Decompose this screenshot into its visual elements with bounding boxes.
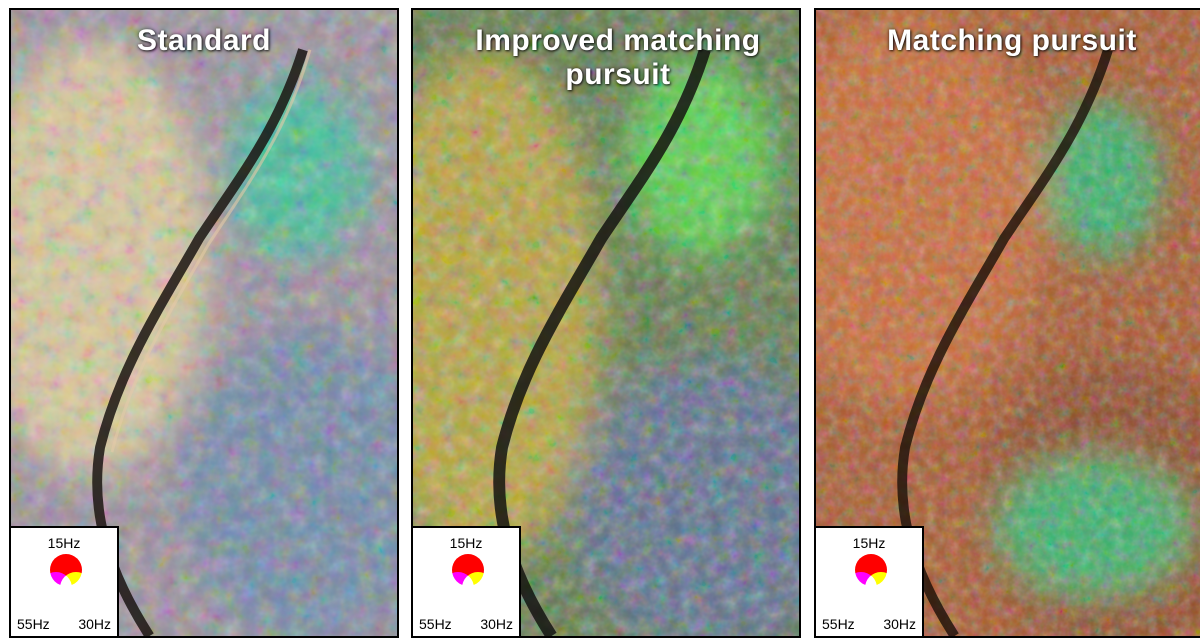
panel-standard: Standard 15Hz 55Hz 30Hz: [9, 8, 399, 638]
legend-label-30hz: 30Hz: [480, 616, 513, 632]
rgb-blend-icon: [442, 554, 494, 604]
panel-title: Improved matching pursuit: [475, 24, 761, 91]
legend-label-15hz: 15Hz: [852, 535, 886, 551]
seismic-attribute-image: [11, 10, 397, 636]
panel-matching-pursuit: Matching pursuit 15Hz 55Hz 30Hz: [814, 8, 1200, 638]
rgb-blend-icon: [845, 554, 897, 604]
panel-improved-matching-pursuit: Improved matching pursuit 15Hz 55Hz 30Hz: [411, 8, 801, 638]
panel-title: Matching pursuit: [887, 24, 1137, 57]
seismic-attribute-image: [413, 10, 799, 636]
legend-label-55hz: 55Hz: [822, 616, 855, 632]
panel-title: Standard: [136, 24, 272, 57]
legend-label-30hz: 30Hz: [78, 616, 111, 632]
rgb-blend-icon: [40, 554, 92, 604]
legend-label-55hz: 55Hz: [17, 616, 50, 632]
legend-label-15hz: 15Hz: [449, 535, 483, 551]
frequency-legend: 15Hz 55Hz 30Hz: [413, 526, 521, 636]
legend-label-55hz: 55Hz: [419, 616, 452, 632]
frequency-legend: 15Hz 55Hz 30Hz: [816, 526, 924, 636]
legend-label-15hz: 15Hz: [47, 535, 81, 551]
frequency-legend: 15Hz 55Hz 30Hz: [11, 526, 119, 636]
legend-label-30hz: 30Hz: [883, 616, 916, 632]
